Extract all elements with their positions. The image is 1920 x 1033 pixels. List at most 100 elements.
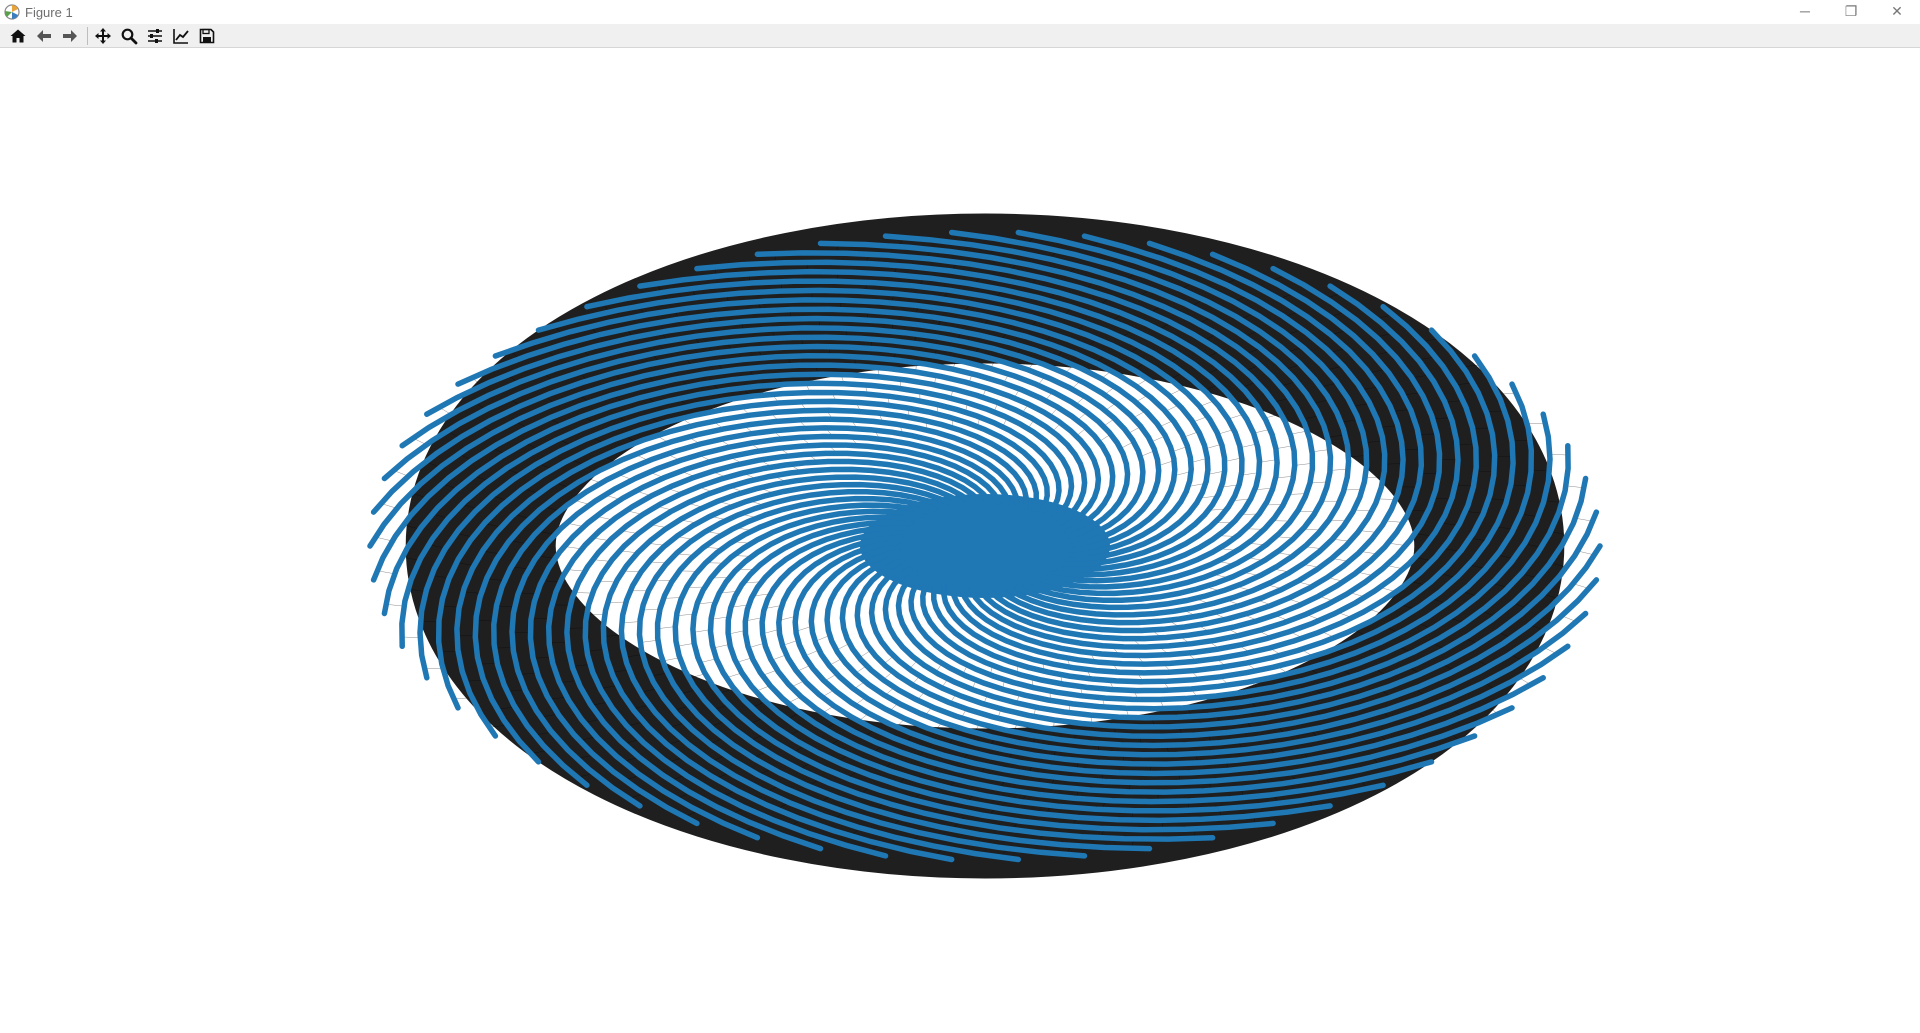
node-spiral-arm — [424, 315, 1178, 554]
edge-bundle — [511, 436, 859, 799]
node-spiral-arm — [759, 529, 1478, 795]
figure-canvas-area[interactable] — [0, 49, 1920, 1033]
edge-bundle — [989, 423, 1550, 700]
forward-button[interactable] — [58, 25, 82, 47]
edge-bundle — [962, 234, 1349, 592]
edge-bundle — [438, 318, 1175, 466]
edge-bundle — [456, 410, 928, 728]
node-spiral-arm — [817, 240, 1316, 597]
maximize-button[interactable]: ❐ — [1844, 2, 1858, 19]
back-button[interactable] — [32, 25, 56, 47]
node-spiral-arm — [882, 475, 1589, 721]
edge-bundle — [439, 401, 953, 700]
node-spiral-arm — [754, 250, 1298, 590]
node-spiral-arm — [509, 433, 1012, 809]
node-spiral-arm — [618, 481, 1022, 863]
node-spiral-arm — [987, 240, 1406, 634]
node-spiral-arm — [1005, 229, 1370, 618]
edge-bundle — [603, 281, 1242, 511]
edge-bundle — [962, 453, 1569, 709]
home-button[interactable] — [6, 25, 30, 47]
node-spiral-arm — [600, 474, 965, 863]
node-spiral-arm — [949, 303, 1479, 667]
node-spiral-arm — [882, 233, 1334, 603]
node-spiral-arm — [584, 278, 1245, 573]
close-button[interactable]: ✕ — [1891, 2, 1903, 19]
edge-bundle — [1152, 248, 1404, 628]
node-spiral-arm — [454, 407, 1039, 739]
node-spiral-arm — [839, 552, 1600, 749]
save-button[interactable] — [195, 25, 219, 47]
edge-bundle — [586, 475, 880, 852]
node-spiral-arm — [367, 353, 1116, 549]
edge-bundle — [836, 615, 1577, 755]
edge-bundle — [1089, 314, 1476, 665]
edge-bundle — [1090, 240, 1384, 617]
node-spiral-arm — [672, 502, 1216, 842]
edge-bundle — [475, 419, 904, 754]
edge-bundle — [510, 300, 1208, 487]
edge-bundle — [909, 517, 1594, 728]
edge-bundle — [494, 427, 881, 778]
node-spiral-arm — [491, 425, 1021, 789]
edge-bundle — [692, 555, 1256, 830]
pan-button[interactable] — [91, 25, 115, 47]
edge-bundle — [549, 453, 819, 833]
node-spiral-arm — [637, 268, 1263, 578]
node-spiral-arm — [455, 306, 1194, 559]
edge-bundle — [376, 364, 1061, 575]
edge-bundle — [603, 487, 944, 857]
node-spiral-arm — [492, 297, 1211, 563]
edge-bundle — [412, 328, 1155, 457]
node-spiral-arm — [417, 389, 1062, 681]
edge-bundle — [657, 271, 1260, 524]
minimize-button[interactable]: ─ — [1800, 3, 1810, 19]
edge-bundle — [745, 593, 1416, 802]
edge-bundle — [1151, 259, 1421, 639]
toolbar-separator — [87, 26, 88, 45]
edge-bundle — [393, 337, 1134, 477]
edge-bundle — [728, 581, 1367, 811]
edge-bundle — [935, 485, 1585, 718]
edge-bundle — [859, 583, 1590, 746]
node-spiral-arm — [948, 229, 1352, 611]
window-titlebar: Figure 1 ─ ❐ ✕ — [0, 0, 1920, 24]
edge-bundle — [385, 374, 1035, 607]
edit-axes-button[interactable] — [169, 25, 193, 47]
edge-bundle — [621, 500, 1008, 858]
node-spiral-arm — [582, 466, 974, 859]
edge-bundle — [420, 392, 981, 669]
node-spiral-arm — [958, 283, 1461, 659]
node-cluster-center — [860, 494, 1110, 598]
node-spiral-arm — [370, 343, 1131, 540]
node-spiral-arm — [399, 380, 1075, 650]
edge-bundle — [835, 243, 1313, 565]
node-spiral-arm — [472, 416, 1030, 765]
edge-bundle — [1042, 364, 1514, 682]
arrow-right-icon — [63, 29, 77, 42]
edge-bundle — [774, 253, 1294, 551]
node-spiral-arm — [742, 524, 1435, 805]
node-spiral-arm — [545, 450, 993, 841]
node-spiral-arm — [654, 495, 1153, 852]
navigation-toolbar — [0, 24, 1920, 48]
network-graph-plot[interactable] — [0, 49, 1920, 1033]
node-spiral-arm — [824, 548, 1589, 758]
edge-bundle — [566, 464, 818, 844]
magnifier-icon — [121, 28, 138, 44]
node-spiral-arm — [868, 509, 1600, 730]
node-spiral-arm — [792, 538, 1546, 777]
node-spiral-arm — [690, 508, 1276, 833]
node-spiral-arm — [381, 371, 1088, 617]
node-spiral-arm — [854, 543, 1603, 739]
matplotlib-app-icon — [4, 4, 20, 20]
configure-subplots-button[interactable] — [143, 25, 167, 47]
edge-bundle — [1066, 338, 1495, 673]
node-spiral-arm — [931, 353, 1516, 685]
node-spiral-arm — [435, 398, 1050, 711]
edge-bundle — [640, 513, 1072, 855]
edge-bundle — [531, 444, 838, 818]
window-title: Figure 1 — [25, 4, 73, 20]
node-spiral-arm — [776, 533, 1515, 786]
zoom-button[interactable] — [117, 25, 141, 47]
